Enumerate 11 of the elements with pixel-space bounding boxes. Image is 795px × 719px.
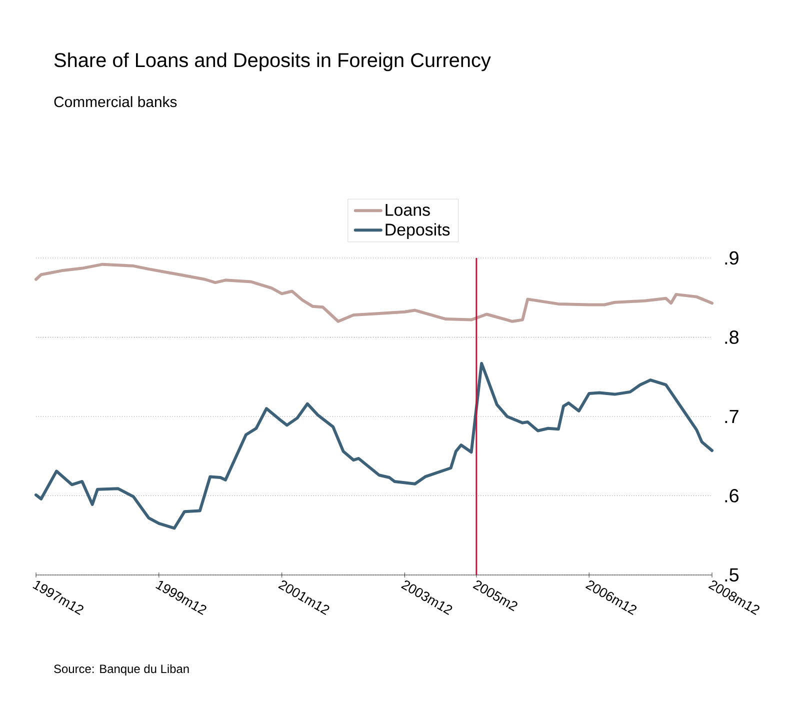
y-tick-label: .9 bbox=[725, 251, 738, 265]
y-tick-label: .7 bbox=[725, 410, 738, 423]
y-tick-label: .8 bbox=[725, 330, 738, 344]
legend-label: Deposits bbox=[386, 223, 450, 239]
chart-subtitle: Commercial banks bbox=[54, 96, 177, 108]
source-note: Source: Banque du Liban bbox=[54, 664, 189, 676]
chart-title: Share of Loans and Deposits in Foreign Currency bbox=[54, 52, 491, 72]
legend-label: Loans bbox=[386, 204, 430, 216]
line-series bbox=[34, 262, 714, 323]
y-tick-label: .5 bbox=[725, 568, 739, 582]
y-tick-label: .6 bbox=[725, 489, 738, 502]
